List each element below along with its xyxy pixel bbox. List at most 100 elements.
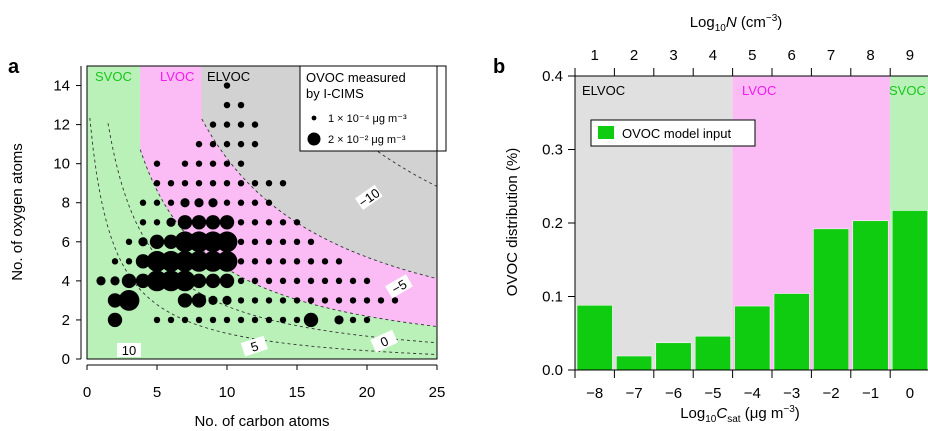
panel-b-legend: OVOC model input: [590, 119, 756, 147]
contour-label-2: 0: [370, 329, 398, 353]
bar-7: [852, 220, 889, 370]
scatter-point: [265, 297, 273, 304]
scatter-point: [222, 295, 232, 305]
scatter-point: [251, 238, 259, 245]
scatter-point: [293, 238, 301, 245]
scatter-point: [237, 219, 245, 226]
scatter-point: [166, 217, 176, 227]
scatter-point: [251, 297, 259, 304]
scatter-point: [279, 277, 287, 285]
scatter-point: [377, 297, 385, 304]
scatter-point: [265, 258, 273, 265]
scatter-point: [223, 121, 231, 128]
scatter-point: [293, 219, 301, 226]
scatter-point: [251, 219, 259, 226]
scatter-point: [237, 297, 245, 304]
scatter-point: [335, 297, 343, 304]
scatter-point: [135, 273, 151, 289]
panel-a-y-axis: 0 2 4 6 8 10 12 14: [53, 66, 82, 368]
scatter-point: [321, 277, 329, 285]
scatter-point: [208, 198, 218, 208]
scatter-point: [334, 315, 344, 325]
x-tick-label: 25: [429, 384, 446, 401]
scatter-point: [279, 219, 287, 226]
scatter-point: [181, 180, 189, 187]
panel-b-legend-box: [590, 119, 756, 147]
scatter-point: [96, 276, 106, 286]
contour-label-text: −5: [389, 276, 409, 296]
scatter-point: [107, 312, 123, 328]
y-tick-label: 4: [62, 273, 70, 290]
scatter-point: [265, 219, 273, 226]
contour-label-text: 10: [122, 343, 136, 358]
panel-b: b ELVOC LVOC SVOC OVOC model input 0.00.…: [493, 13, 928, 425]
y-tick-label: 0.3: [542, 142, 563, 159]
bar-8: [891, 210, 928, 370]
scatter-point: [194, 198, 204, 208]
x-tick-label: 0: [83, 384, 91, 401]
scatter-point: [139, 219, 147, 226]
y-tick-label: 0.0: [542, 362, 563, 379]
scatter-point: [195, 180, 203, 187]
scatter-point: [237, 140, 245, 148]
scatter-point: [191, 273, 207, 289]
x-tick-label: −7: [626, 385, 643, 402]
legend-entry-small: 1 × 10⁻⁴ μg m⁻³: [328, 113, 407, 125]
scatter-point: [293, 258, 301, 265]
scatter-point: [237, 277, 245, 285]
scatter-point: [237, 316, 245, 324]
scatter-point: [265, 316, 273, 324]
scatter-point: [153, 160, 161, 167]
scatter-point: [111, 258, 119, 265]
bar-5: [773, 293, 810, 370]
scatter-point: [335, 277, 343, 285]
scatter-point: [265, 180, 273, 187]
panel-a-legend: OVOC measured by I-CIMS 1 × 10⁻⁴ μg m⁻³ …: [299, 65, 447, 152]
scatter-point: [177, 215, 193, 230]
legend-series-name: OVOC model input: [622, 126, 731, 141]
panel-b-y-axis: 0.0 0.1 0.2 0.3 0.4: [542, 68, 575, 379]
scatter-point: [265, 199, 273, 206]
bar-0: [576, 305, 613, 370]
x-tick-label: −4: [744, 385, 761, 402]
scatter-point: [125, 258, 133, 265]
scatter-point: [293, 316, 301, 324]
scatter-point: [279, 238, 287, 245]
scatter-point: [237, 160, 245, 167]
scatter-point: [107, 293, 123, 308]
contour-label-0: 10: [117, 343, 141, 358]
band-label-lvoc: LVOC: [742, 83, 776, 98]
scatter-point: [293, 277, 301, 285]
scatter-point: [223, 82, 231, 89]
x-tick-label: 0: [906, 385, 914, 402]
scatter-point: [110, 276, 120, 286]
panel-a-frame: [86, 65, 438, 360]
x-tick-label: 15: [289, 384, 306, 401]
scatter-point: [163, 234, 179, 249]
scatter-point: [251, 316, 259, 324]
panel-a-letter: a: [8, 56, 20, 78]
contour-line-0: [89, 117, 437, 355]
x-tick-label: −2: [823, 385, 840, 402]
scatter-point: [195, 160, 203, 167]
scatter-point: [307, 238, 315, 245]
scatter-point: [195, 316, 203, 324]
scatter-point: [349, 277, 357, 285]
scatter-point: [307, 297, 315, 304]
bar-6: [813, 228, 850, 370]
top-tick-label: 8: [866, 47, 874, 64]
scatter-point: [303, 312, 319, 328]
scatter-point: [205, 215, 221, 230]
scatter-point: [223, 180, 231, 187]
y-tick-label: 6: [62, 234, 70, 251]
scatter-point: [205, 273, 221, 289]
scatter-point: [363, 297, 371, 304]
scatter-point: [167, 199, 175, 206]
panel-b-top-label: Log10N (cm−3): [690, 13, 783, 34]
panel-b-x-label: Log10Csat (μg m−3): [680, 404, 800, 425]
top-tick-label: 3: [669, 47, 677, 64]
x-tick-label: −8: [586, 385, 603, 402]
scatter-point: [191, 215, 207, 230]
scatter-point: [167, 316, 175, 324]
scatter-point: [138, 237, 148, 247]
